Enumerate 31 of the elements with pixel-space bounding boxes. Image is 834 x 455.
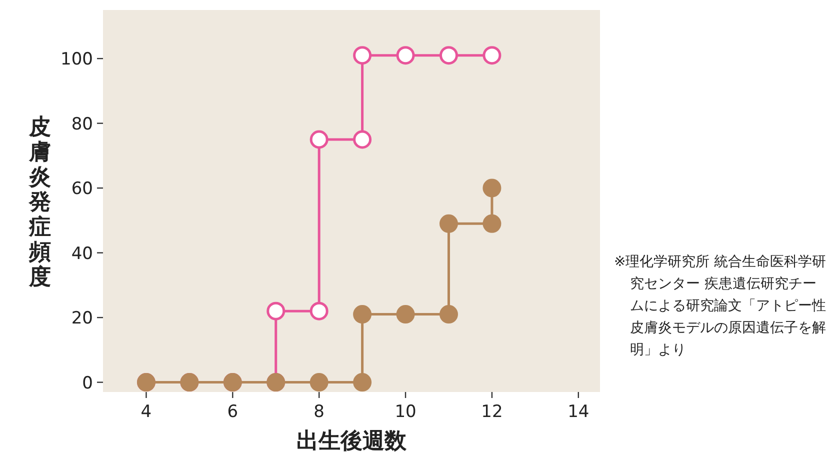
point xyxy=(482,46,502,65)
point xyxy=(310,302,328,320)
y-tick-label: 0 xyxy=(82,373,93,394)
point xyxy=(439,305,458,324)
point xyxy=(266,302,286,320)
point xyxy=(353,46,372,65)
point xyxy=(482,178,502,198)
point xyxy=(482,214,502,233)
point xyxy=(439,214,458,233)
y-tick-label: 100 xyxy=(60,50,93,70)
point xyxy=(396,46,415,65)
point xyxy=(310,130,328,149)
y-tick-label: 80 xyxy=(71,114,93,134)
x-tick-label: 14 xyxy=(568,402,590,422)
x-tick-label: 8 xyxy=(314,402,324,422)
x-tick-label: 10 xyxy=(394,402,416,422)
point xyxy=(310,373,328,392)
point xyxy=(353,305,372,324)
point xyxy=(396,305,415,324)
x-tick-label: 6 xyxy=(227,402,238,422)
x-tick-label: 12 xyxy=(481,402,503,422)
point xyxy=(353,373,372,392)
y-tick-label: 20 xyxy=(71,308,93,329)
y-axis-title: 皮膚炎発症頻度 xyxy=(28,115,51,290)
x-tick-label: 4 xyxy=(140,402,152,422)
x-axis-title: 出生後週数 xyxy=(296,429,408,454)
y-tick-label: 60 xyxy=(71,179,93,200)
text: ※理化学研究所 統合生命医科学研究センター 疾患遺伝研究チームによる研究論文「アトピー性皮膚炎モデルの原因遺伝子を解明」より xyxy=(614,254,826,358)
point xyxy=(353,130,372,149)
y-tick-label: 40 xyxy=(71,244,93,264)
point xyxy=(439,46,458,65)
